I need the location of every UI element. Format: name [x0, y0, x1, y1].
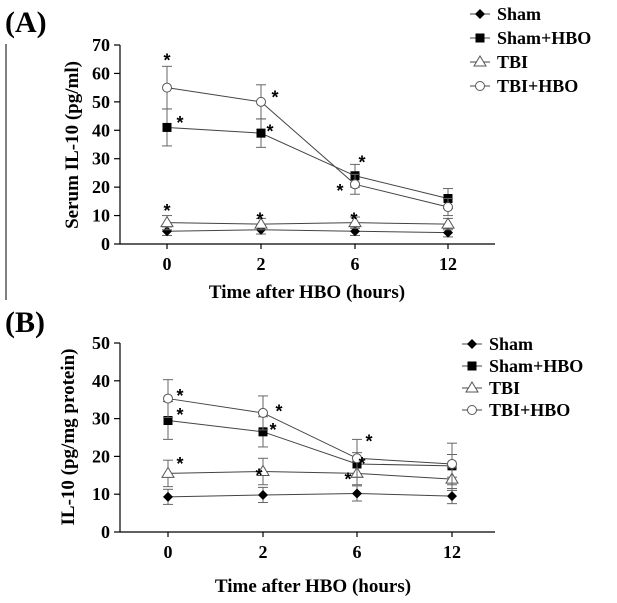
- y-tick-label: 20: [92, 177, 110, 197]
- series-line: [167, 398, 453, 465]
- data-point: [475, 81, 485, 91]
- x-axis-title: Time after HBO (hours): [209, 282, 405, 303]
- panel-label: (A): [5, 6, 47, 39]
- y-tick-label: 0: [101, 234, 110, 254]
- significance-star: *: [344, 469, 351, 489]
- y-axis-title: IL-10 (pg/mg protein): [58, 349, 79, 526]
- legend-label: Sham+HBO: [489, 356, 583, 376]
- data-point: [475, 9, 485, 19]
- y-tick-label: 70: [92, 35, 110, 55]
- y-tick-label: 30: [92, 409, 110, 429]
- y-tick-label: 40: [92, 371, 110, 391]
- x-tick-label: 0: [163, 254, 172, 274]
- significance-star: *: [266, 121, 273, 141]
- x-axis-title: Time after HBO (hours): [215, 576, 411, 597]
- significance-star: *: [163, 201, 170, 221]
- significance-star: *: [255, 466, 262, 486]
- y-tick-label: 60: [92, 63, 110, 83]
- data-point: [467, 405, 477, 415]
- data-point: [162, 122, 172, 132]
- data-point: [475, 33, 485, 43]
- significance-star: *: [163, 50, 170, 70]
- data-point: [163, 491, 173, 502]
- significance-star: *: [176, 454, 183, 474]
- legend-label: TBI+HBO: [489, 400, 570, 420]
- significance-star: *: [358, 153, 365, 173]
- data-point: [258, 489, 268, 500]
- y-axis-title: Serum IL-10 (pg/ml): [62, 61, 83, 229]
- significance-star: *: [176, 113, 183, 133]
- y-tick-label: 50: [92, 92, 110, 112]
- data-point: [254, 217, 268, 229]
- data-point: [258, 407, 268, 418]
- series-line: [167, 492, 453, 498]
- data-point: [256, 464, 270, 477]
- significance-star: *: [358, 454, 365, 474]
- significance-star: *: [336, 181, 343, 201]
- significance-star: *: [176, 386, 183, 406]
- data-point: [258, 427, 268, 437]
- data-point: [348, 215, 362, 228]
- data-point: [162, 226, 172, 237]
- significance-star: *: [350, 210, 357, 230]
- data-point: [447, 458, 457, 469]
- x-tick-label: 2: [257, 254, 266, 274]
- significance-star: *: [275, 401, 282, 421]
- series-line: [166, 126, 449, 199]
- legend-label: Sham: [497, 4, 541, 24]
- data-point: [256, 128, 266, 138]
- data-point: [447, 491, 457, 502]
- data-point: [443, 202, 453, 213]
- legend-label: TBI: [497, 52, 528, 72]
- data-point: [441, 217, 455, 229]
- legend-label: TBI+HBO: [497, 76, 578, 96]
- significance-star: *: [256, 210, 263, 230]
- significance-star: *: [271, 87, 278, 107]
- data-point: [162, 82, 172, 93]
- panel-label: (B): [5, 306, 45, 339]
- significance-star: *: [176, 405, 183, 425]
- legend-label: Sham: [489, 334, 533, 354]
- data-point: [352, 453, 362, 464]
- data-point: [350, 179, 360, 190]
- data-point: [163, 415, 173, 425]
- series-line: [166, 87, 449, 208]
- y-tick-label: 20: [92, 446, 110, 466]
- y-tick-label: 50: [92, 333, 110, 353]
- legend-label: Sham+HBO: [497, 28, 591, 48]
- data-point: [473, 55, 487, 67]
- significance-star: *: [365, 432, 372, 452]
- data-point: [352, 488, 362, 499]
- x-tick-label: 6: [351, 254, 360, 274]
- legend-label: TBI: [489, 378, 520, 398]
- series-line: [167, 471, 453, 480]
- series-line: [166, 222, 449, 225]
- y-tick-label: 10: [92, 484, 110, 504]
- x-tick-label: 2: [259, 542, 268, 562]
- y-tick-label: 0: [101, 522, 110, 542]
- data-point: [465, 381, 479, 393]
- data-point: [163, 393, 173, 404]
- x-tick-label: 6: [353, 542, 362, 562]
- x-tick-label: 12: [439, 254, 457, 274]
- data-point: [467, 339, 477, 349]
- y-tick-label: 40: [92, 120, 110, 140]
- y-tick-label: 10: [92, 206, 110, 226]
- data-point: [160, 215, 174, 228]
- y-tick-label: 30: [92, 149, 110, 169]
- x-tick-label: 0: [164, 542, 173, 562]
- series-line: [166, 229, 449, 234]
- data-point: [256, 96, 266, 107]
- series-line: [167, 419, 453, 467]
- data-point: [467, 361, 477, 371]
- x-tick-label: 12: [443, 542, 461, 562]
- significance-star: *: [269, 420, 276, 440]
- data-point: [161, 466, 175, 478]
